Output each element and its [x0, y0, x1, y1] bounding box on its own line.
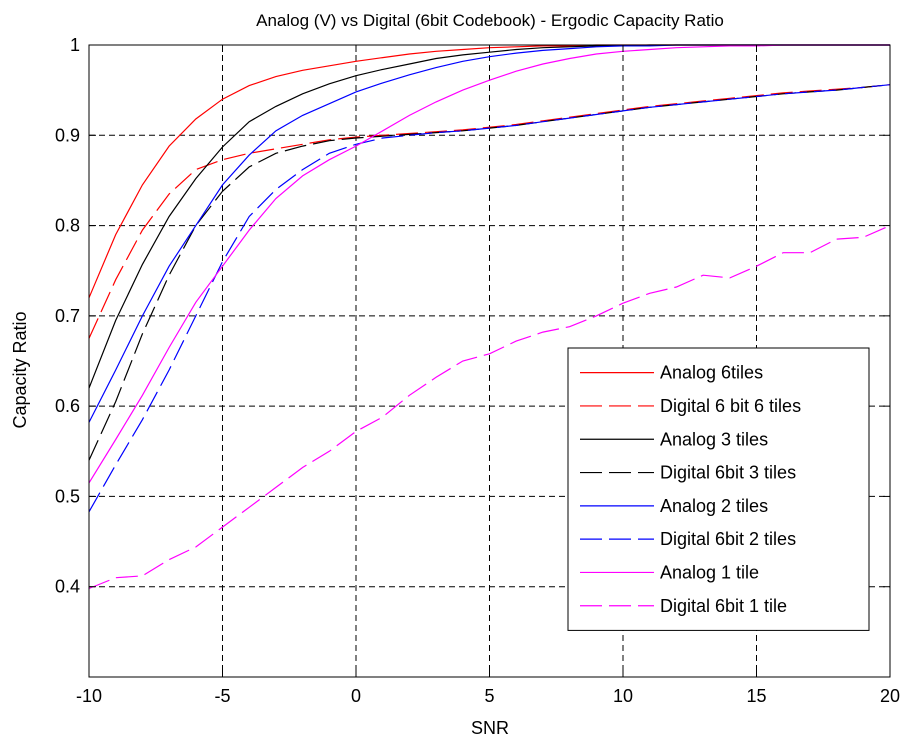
chart-title: Analog (V) vs Digital (6bit Codebook) - … [256, 11, 724, 30]
x-axis-label: SNR [471, 718, 509, 738]
legend-label-4: Digital 6bit 3 tiles [660, 463, 796, 483]
series-line-2 [88, 84, 891, 339]
x-tick-label: 0 [351, 686, 361, 706]
x-tick-label: -10 [76, 686, 102, 706]
series-line-8 [88, 225, 891, 590]
y-tick-label: 0.9 [55, 125, 80, 145]
y-tick-label: 0.7 [55, 306, 80, 326]
legend-label-2: Digital 6 bit 6 tiles [660, 396, 801, 416]
legend-label-1: Analog 6tiles [660, 363, 763, 383]
x-tick-label: 20 [880, 686, 900, 706]
y-tick-label: 0.4 [55, 577, 80, 597]
legend: Analog 6tiles Digital 6 bit 6 tiles Analog… [567, 347, 870, 631]
y-tick-label: 0.5 [55, 486, 80, 506]
legend-label-7: Analog 1 tile [660, 562, 759, 582]
y-tick-label: 1 [70, 35, 80, 55]
legend-label-3: Analog 3 tiles [660, 429, 768, 449]
x-tick-label: 5 [484, 686, 494, 706]
y-axis-label: Capacity Ratio [10, 311, 30, 428]
y-tick-label: 0.8 [55, 216, 80, 236]
series-line-6 [88, 84, 891, 513]
x-tick-label: -5 [214, 686, 230, 706]
x-tick-label: 10 [613, 686, 633, 706]
x-tick-label: 15 [746, 686, 766, 706]
legend-label-8: Digital 6bit 1 tile [660, 596, 787, 616]
legend-box [567, 347, 870, 631]
legend-label-5: Analog 2 tiles [660, 496, 768, 516]
legend-label-6: Digital 6bit 2 tiles [660, 529, 796, 549]
y-tick-label: 0.6 [55, 396, 80, 416]
